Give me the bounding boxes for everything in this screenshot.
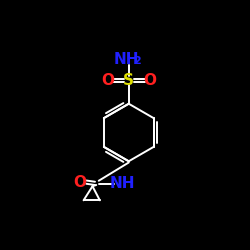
- Text: O: O: [74, 175, 87, 190]
- Text: O: O: [101, 72, 114, 88]
- Text: O: O: [143, 72, 156, 88]
- Text: NH: NH: [114, 52, 139, 66]
- Text: S: S: [123, 72, 134, 88]
- Text: 2: 2: [133, 56, 140, 66]
- Text: NH: NH: [109, 176, 135, 191]
